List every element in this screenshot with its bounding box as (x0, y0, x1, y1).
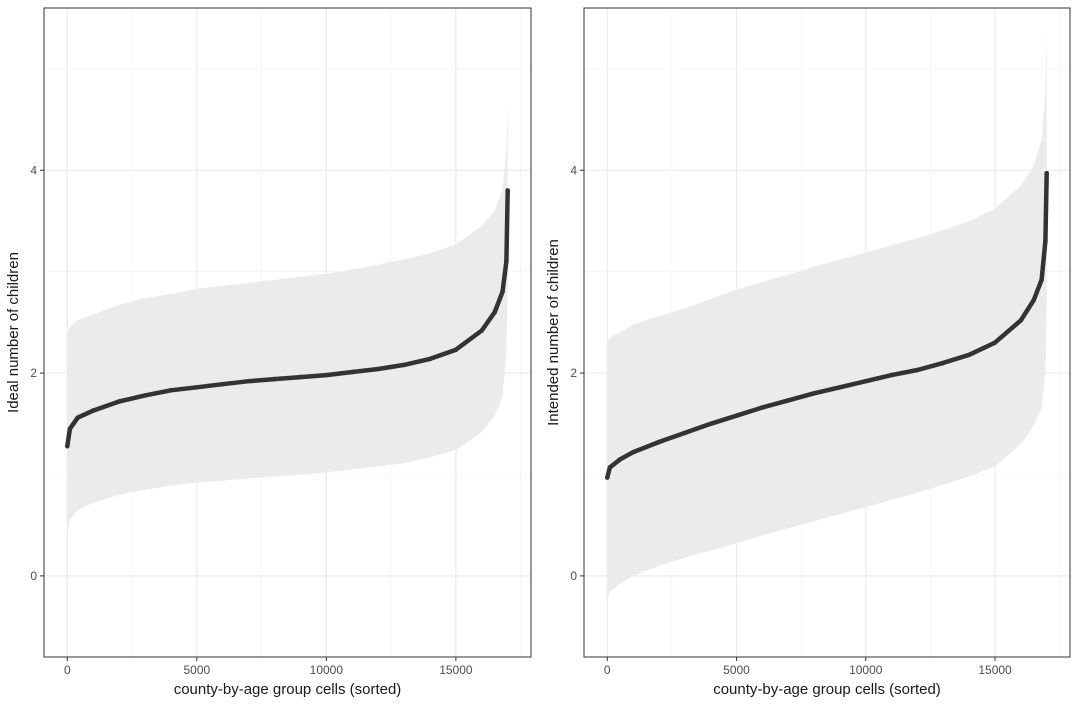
x-tick-label: 10000 (849, 663, 883, 677)
data-point (350, 369, 355, 375)
x-tick-label: 5000 (183, 663, 210, 677)
data-point (375, 366, 381, 372)
data-point (500, 289, 505, 295)
data-point (116, 399, 122, 404)
data-point (617, 457, 623, 462)
data-point (65, 443, 70, 449)
data-point (656, 439, 662, 445)
data-point (760, 405, 765, 410)
data-point (492, 309, 498, 315)
y-axis-title: Intended number of children (545, 239, 562, 426)
x-tick-label: 15000 (439, 663, 473, 677)
data-point (708, 421, 713, 427)
data-point (298, 374, 303, 380)
data-point (811, 391, 817, 396)
data-point (941, 360, 946, 366)
data-point (1039, 277, 1044, 283)
data-point (220, 381, 225, 387)
panel-intended: 0 5000 10000 15000 0 2 4 Intended number of chi… (545, 7, 1071, 698)
data-point (837, 385, 843, 390)
y-tick-label: 0 (570, 569, 577, 583)
x-tick-label: 5000 (723, 663, 750, 677)
data-point (194, 385, 200, 390)
panel-border (583, 7, 1071, 658)
data-point (75, 415, 80, 421)
data-point (889, 372, 894, 378)
data-point (427, 356, 433, 362)
data-point (479, 328, 485, 333)
x-axis-title: county-by-age group cells (sorted) (713, 681, 941, 698)
y-axis-title: Ideal number of children (5, 252, 22, 413)
x-axis-title: county-by-age group cells (sorted) (174, 681, 402, 698)
data-point (505, 188, 511, 193)
data-point (630, 449, 636, 455)
panel-border (43, 7, 532, 658)
y-tick-label: 2 (30, 366, 37, 380)
x-tick-label: 15000 (978, 663, 1012, 677)
data-point (1031, 297, 1037, 303)
data-point (272, 376, 277, 382)
data-point (90, 408, 96, 413)
data-point (1044, 171, 1049, 176)
data-point (67, 426, 73, 432)
data-point (1018, 318, 1024, 323)
data-point (915, 367, 920, 373)
confidence-band (607, 28, 1047, 602)
data-point (785, 398, 791, 403)
data-point (401, 362, 407, 368)
y-tick-label: 0 (30, 569, 37, 583)
y-tick-label: 4 (570, 163, 577, 177)
y-tick-label: 4 (30, 163, 37, 177)
data-point (504, 259, 509, 264)
data-point (966, 352, 972, 358)
x-tick-label: 0 (604, 663, 611, 677)
data-point (682, 430, 688, 436)
data-point (246, 378, 251, 384)
y-tick-label: 2 (570, 366, 577, 380)
data-point (324, 372, 329, 378)
confidence-band (67, 99, 508, 536)
data-point (168, 388, 174, 393)
data-point (605, 475, 610, 480)
data-point (607, 465, 613, 470)
data-point (142, 393, 148, 398)
x-tick-label: 0 (64, 663, 71, 677)
data-point (453, 347, 459, 353)
panel-ideal: 0 5000 10000 15000 0 2 4 Ideal number of childr… (5, 7, 532, 698)
data-point (1043, 238, 1048, 244)
data-point (863, 378, 869, 384)
data-point (734, 413, 739, 419)
data-point (992, 340, 998, 345)
x-tick-label: 10000 (310, 663, 344, 677)
